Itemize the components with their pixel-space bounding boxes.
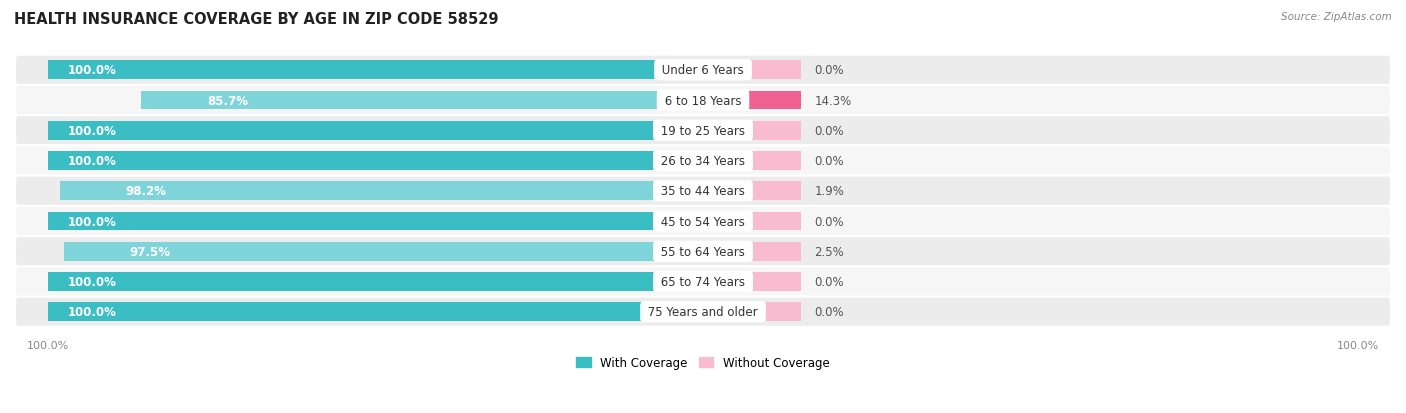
Bar bbox=[703, 273, 801, 291]
Bar bbox=[703, 182, 801, 201]
Text: 0.0%: 0.0% bbox=[814, 64, 844, 77]
Text: HEALTH INSURANCE COVERAGE BY AGE IN ZIP CODE 58529: HEALTH INSURANCE COVERAGE BY AGE IN ZIP … bbox=[14, 12, 499, 27]
Bar bbox=[48, 121, 703, 140]
Text: 0.0%: 0.0% bbox=[814, 275, 844, 288]
Bar bbox=[48, 273, 703, 291]
Text: 19 to 25 Years: 19 to 25 Years bbox=[657, 124, 749, 138]
Legend: With Coverage, Without Coverage: With Coverage, Without Coverage bbox=[576, 356, 830, 369]
FancyBboxPatch shape bbox=[15, 206, 1391, 237]
Bar bbox=[142, 91, 703, 110]
Bar bbox=[48, 152, 703, 171]
Bar bbox=[703, 61, 801, 80]
Text: 1.9%: 1.9% bbox=[814, 185, 844, 198]
Text: 85.7%: 85.7% bbox=[207, 94, 247, 107]
Bar bbox=[48, 212, 703, 231]
Text: 35 to 44 Years: 35 to 44 Years bbox=[657, 185, 749, 198]
FancyBboxPatch shape bbox=[15, 267, 1391, 297]
Text: 14.3%: 14.3% bbox=[814, 94, 852, 107]
Bar bbox=[703, 121, 801, 140]
Text: 2.5%: 2.5% bbox=[814, 245, 844, 258]
Text: 45 to 54 Years: 45 to 54 Years bbox=[657, 215, 749, 228]
Text: 100.0%: 100.0% bbox=[67, 124, 117, 138]
FancyBboxPatch shape bbox=[15, 297, 1391, 327]
FancyBboxPatch shape bbox=[15, 116, 1391, 146]
FancyBboxPatch shape bbox=[15, 237, 1391, 267]
Text: 100.0%: 100.0% bbox=[67, 64, 117, 77]
Text: 0.0%: 0.0% bbox=[814, 215, 844, 228]
FancyBboxPatch shape bbox=[15, 176, 1391, 206]
Text: 98.2%: 98.2% bbox=[125, 185, 166, 198]
Bar bbox=[703, 152, 801, 171]
Text: 100.0%: 100.0% bbox=[67, 215, 117, 228]
Text: 65 to 74 Years: 65 to 74 Years bbox=[657, 275, 749, 288]
FancyBboxPatch shape bbox=[15, 146, 1391, 176]
Bar bbox=[703, 242, 801, 261]
Text: Under 6 Years: Under 6 Years bbox=[658, 64, 748, 77]
Text: 0.0%: 0.0% bbox=[814, 306, 844, 318]
Bar bbox=[48, 61, 703, 80]
Text: 0.0%: 0.0% bbox=[814, 154, 844, 168]
Text: 100.0%: 100.0% bbox=[67, 275, 117, 288]
Bar bbox=[703, 303, 801, 321]
Bar bbox=[65, 242, 703, 261]
Text: 26 to 34 Years: 26 to 34 Years bbox=[657, 154, 749, 168]
Bar bbox=[703, 91, 801, 110]
Text: 97.5%: 97.5% bbox=[129, 245, 170, 258]
Text: 6 to 18 Years: 6 to 18 Years bbox=[661, 94, 745, 107]
Text: 100.0%: 100.0% bbox=[67, 306, 117, 318]
Text: 0.0%: 0.0% bbox=[814, 124, 844, 138]
Text: Source: ZipAtlas.com: Source: ZipAtlas.com bbox=[1281, 12, 1392, 22]
Bar bbox=[703, 212, 801, 231]
Text: 55 to 64 Years: 55 to 64 Years bbox=[657, 245, 749, 258]
FancyBboxPatch shape bbox=[15, 55, 1391, 86]
FancyBboxPatch shape bbox=[15, 86, 1391, 116]
Bar bbox=[59, 182, 703, 201]
Bar bbox=[48, 303, 703, 321]
Text: 100.0%: 100.0% bbox=[67, 154, 117, 168]
Text: 75 Years and older: 75 Years and older bbox=[644, 306, 762, 318]
